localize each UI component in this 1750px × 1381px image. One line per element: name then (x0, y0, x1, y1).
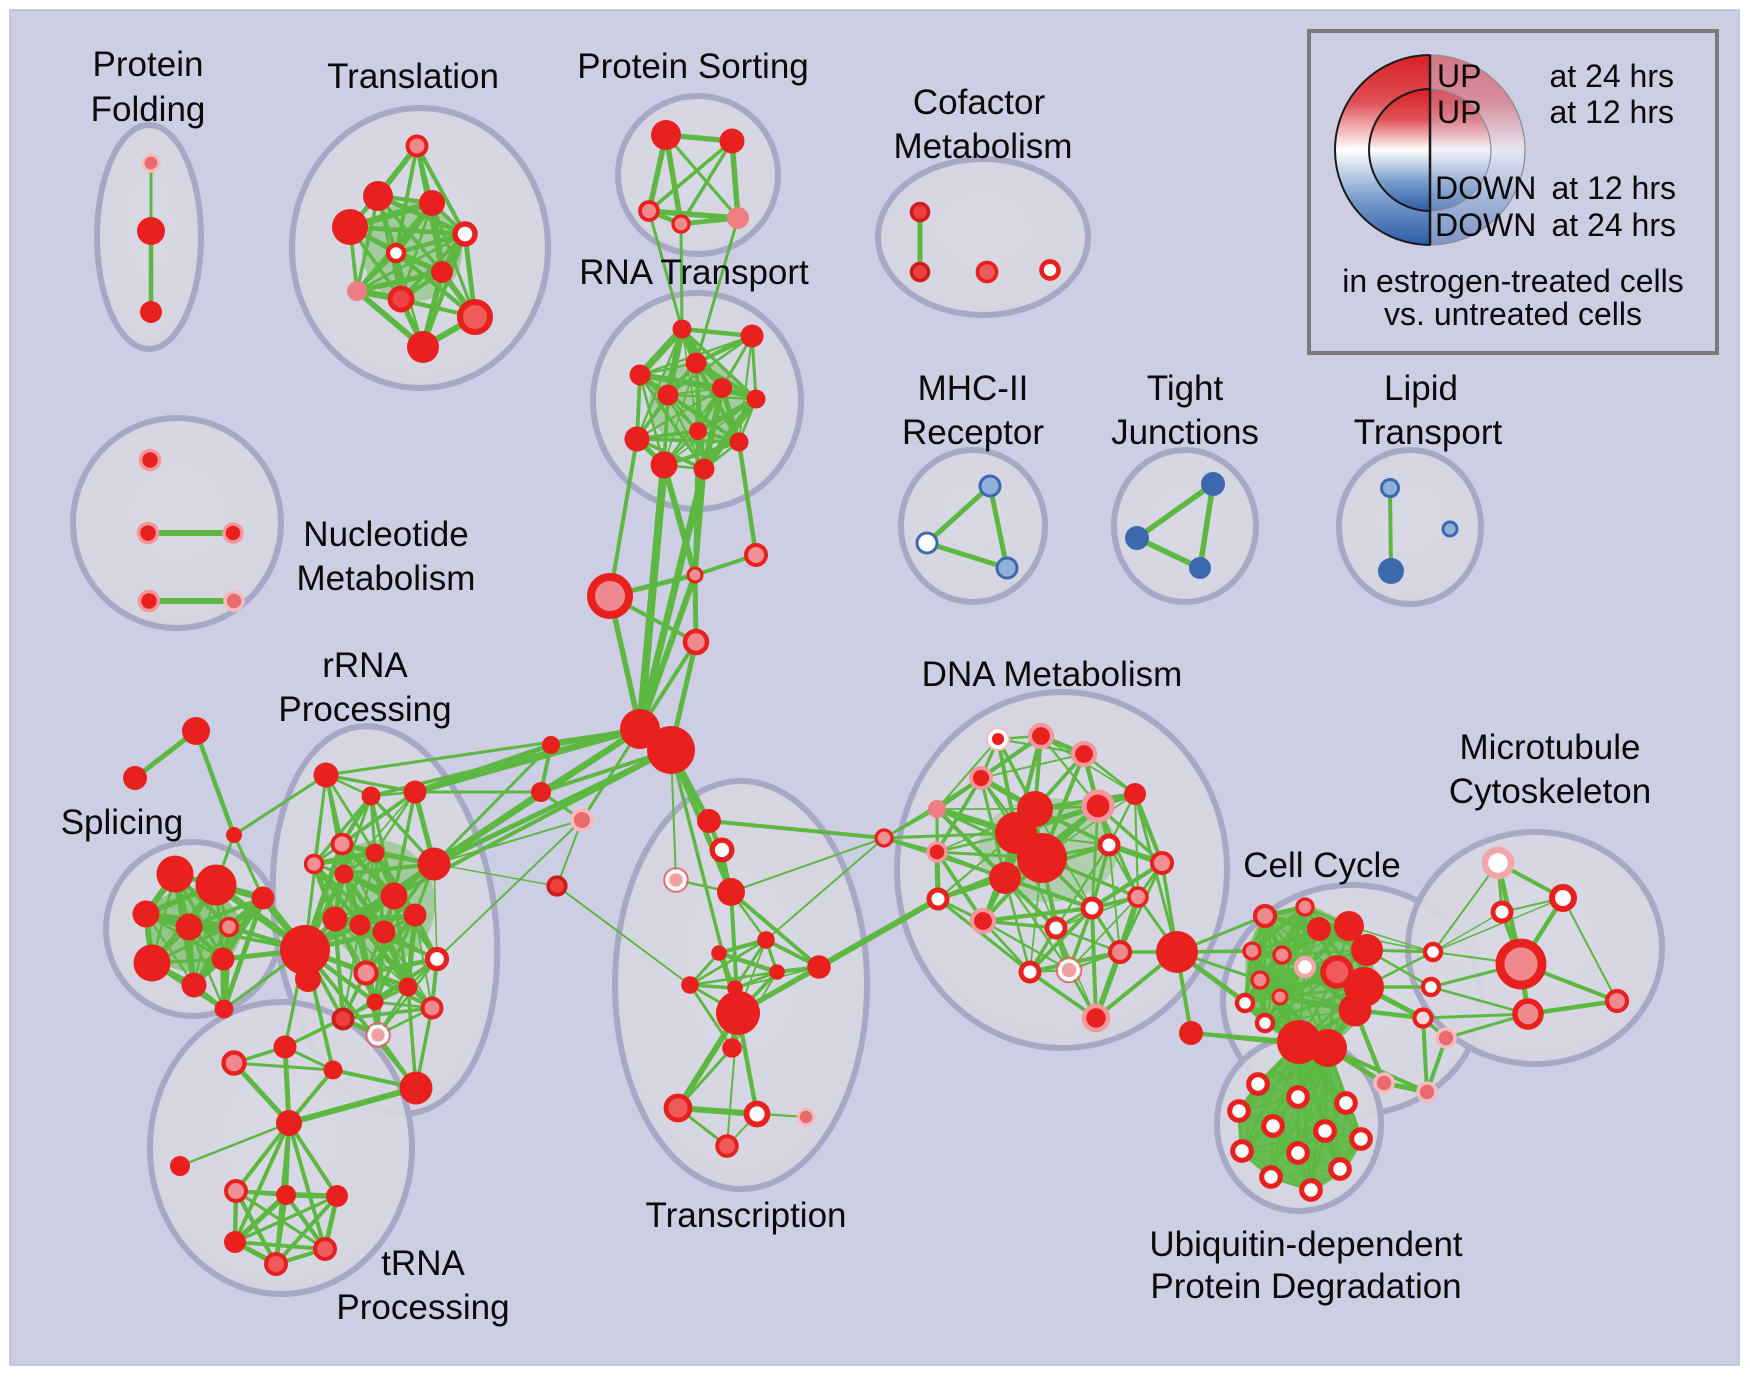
svg-text:RNA Transport: RNA Transport (579, 253, 809, 292)
svg-text:Cofactor: Cofactor (913, 83, 1046, 122)
svg-text:Receptor: Receptor (902, 413, 1044, 452)
svg-text:Transcription: Transcription (646, 1196, 847, 1235)
svg-text:Metabolism: Metabolism (297, 559, 476, 598)
svg-text:DNA Metabolism: DNA Metabolism (922, 655, 1183, 694)
svg-text:Lipid: Lipid (1384, 369, 1458, 408)
svg-text:Processing: Processing (278, 690, 451, 729)
svg-text:Nucleotide: Nucleotide (303, 515, 468, 554)
svg-text:Transport: Transport (1354, 413, 1503, 452)
svg-text:UP: UP (1437, 94, 1481, 130)
svg-text:Folding: Folding (91, 90, 206, 129)
svg-text:Protein: Protein (93, 45, 204, 84)
svg-text:DOWN: DOWN (1435, 207, 1536, 243)
svg-text:MHC-II: MHC-II (918, 369, 1029, 408)
svg-text:Microtubule: Microtubule (1460, 728, 1641, 767)
svg-text:DOWN: DOWN (1435, 170, 1536, 206)
svg-text:vs. untreated cells: vs. untreated cells (1384, 296, 1642, 332)
svg-text:at 24 hrs: at 24 hrs (1551, 207, 1676, 243)
svg-text:Protein Sorting: Protein Sorting (577, 47, 809, 86)
svg-text:Tight: Tight (1147, 369, 1224, 408)
svg-text:Translation: Translation (327, 57, 499, 96)
svg-text:Cell Cycle: Cell Cycle (1243, 846, 1401, 885)
svg-text:Ubiquitin-dependent: Ubiquitin-dependent (1149, 1225, 1463, 1264)
svg-text:tRNA: tRNA (381, 1244, 465, 1283)
svg-text:Protein Degradation: Protein Degradation (1150, 1267, 1461, 1306)
svg-text:Cytoskeleton: Cytoskeleton (1449, 772, 1651, 811)
svg-text:Splicing: Splicing (61, 803, 184, 842)
svg-text:at 12 hrs: at 12 hrs (1551, 170, 1676, 206)
svg-text:in estrogen-treated cells: in estrogen-treated cells (1342, 263, 1684, 299)
svg-text:Processing: Processing (336, 1288, 509, 1327)
svg-text:UP: UP (1437, 58, 1481, 94)
svg-text:at 12 hrs: at 12 hrs (1549, 94, 1674, 130)
svg-text:Metabolism: Metabolism (894, 127, 1073, 166)
svg-text:Junctions: Junctions (1111, 413, 1259, 452)
svg-text:rRNA: rRNA (322, 646, 408, 685)
svg-text:at 24 hrs: at 24 hrs (1549, 58, 1674, 94)
